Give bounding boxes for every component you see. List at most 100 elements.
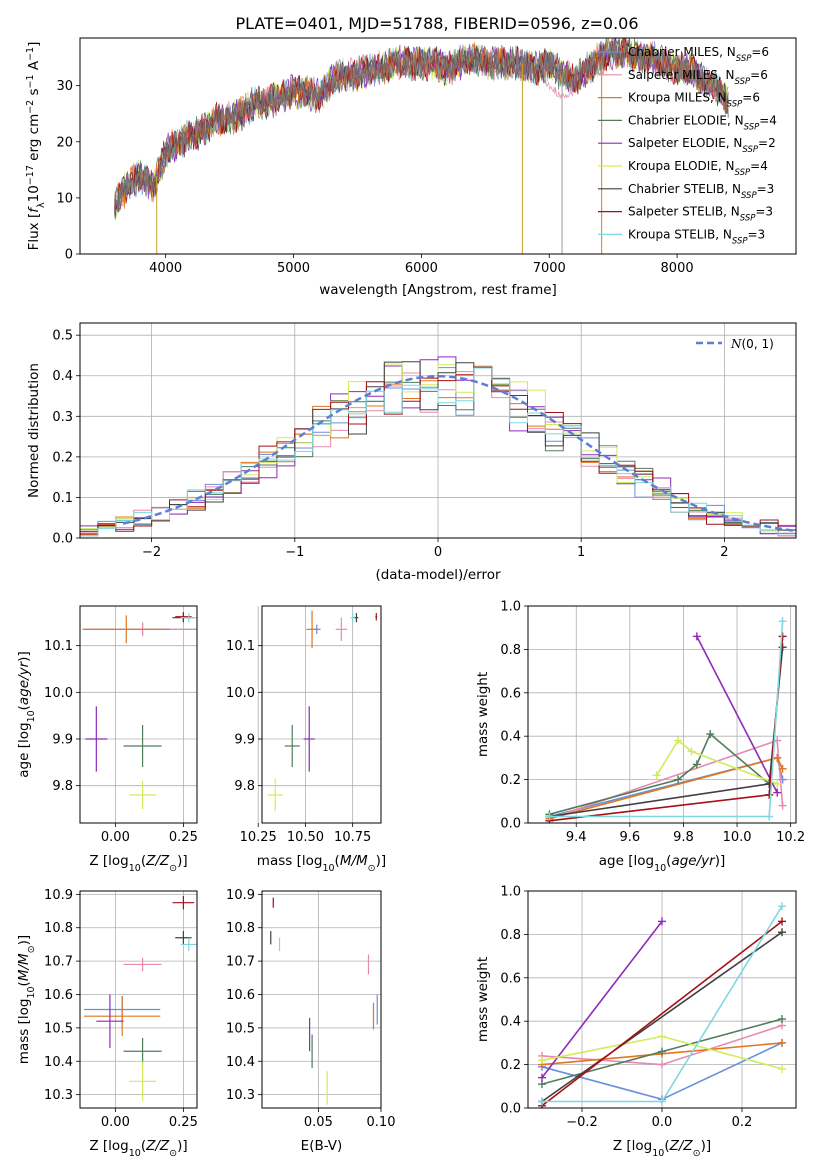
y-tick-label: 0.8 [500, 643, 521, 658]
y-tick-label: 10.0 [226, 686, 255, 701]
y-tick-label: 10.8 [226, 921, 255, 936]
x-tick-label: 0.0 [652, 1115, 673, 1130]
legend-entry: Salpeter STELIB, NSSP=3 [628, 205, 773, 224]
x-tick-label: 0.00 [101, 1115, 130, 1130]
y-tick-label: 0.2 [500, 773, 521, 788]
x-tick-label: 9.6 [619, 830, 640, 845]
axes-frame [79, 890, 198, 1109]
errorbar-point-salpeter-elodie [96, 994, 124, 1048]
y-tick-label: 0.6 [500, 971, 521, 986]
errorbar-point-chabrier-elodie [284, 725, 300, 767]
x-axis-label: Z [log10(Z/Z⊙)] [89, 853, 187, 874]
x-tick-label: −0.2 [566, 1115, 598, 1130]
x-tick-label: 6000 [405, 261, 438, 276]
figure-title: PLATE=0401, MJD=51788, FIBERID=0596, z=0… [235, 14, 638, 33]
x-tick-label: 0.25 [169, 830, 198, 845]
x-tick-label: −1 [285, 545, 304, 560]
age-vs-mass-axes: 10.25 10.50 10.75 9.8 9.9 10.0 10.1 mass [log10… [226, 605, 386, 874]
legend-entry: Chabrier MILES, NSSP=6 [628, 45, 769, 64]
x-tick-label: 4000 [149, 261, 182, 276]
y-tick-label: 10.1 [44, 639, 73, 654]
weight-vs-age-axes: 9.4 9.6 9.8 10.0 10.2 0.0 0.2 0.4 0.6 0.8 1.0 age [… [475, 600, 805, 874]
y-axis-label: mass weight [475, 957, 491, 1042]
y-tick-label: 10.9 [226, 888, 255, 903]
y-tick-label: 10.8 [44, 921, 73, 936]
axes-frame [261, 890, 382, 1109]
errorbar-point-salpeter-miles [123, 957, 162, 972]
y-tick-label: 10.4 [226, 1055, 255, 1070]
x-tick-label: 8000 [661, 261, 694, 276]
weight-series-salpeter-elodie [692, 632, 782, 797]
mass-vs-extinction-axes: 0.05 0.10 10.3 10.4 10.5 10.6 10.7 10.8 10.9 E(B-… [226, 888, 395, 1154]
x-tick-label: 9.4 [566, 830, 587, 845]
legend-entry: Kroupa MILES, NSSP=6 [628, 91, 760, 110]
grid-lines [262, 891, 382, 1108]
x-tick-label: 0.25 [169, 1115, 198, 1130]
y-tick-label: 10.7 [44, 955, 73, 970]
spectrum-legend: Chabrier MILES, NSSP=6 Salpeter MILES, NS… [598, 45, 777, 246]
x-tick-label: 9.8 [673, 830, 694, 845]
y-tick-label: 10.0 [44, 686, 73, 701]
y-axis-label: age [log10(age/yr)] [16, 651, 37, 777]
x-tick-label: 0 [434, 545, 442, 560]
x-axis-label: mass [log10(M/M⊙)] [257, 853, 386, 874]
x-tick-label: 10.25 [240, 830, 277, 845]
weight-series-kroupa-stelib [545, 617, 787, 821]
y-tick-label: 10.9 [44, 888, 73, 903]
axes-frame [79, 322, 797, 539]
errorbar-point-kroupa-stelib [180, 937, 197, 952]
normal-reference-curve [122, 374, 796, 533]
axes-frame [527, 890, 797, 1109]
plot-area [267, 610, 378, 812]
x-tick-label: 10.50 [287, 830, 324, 845]
y-tick-label: 0.4 [500, 730, 521, 745]
weight-series-kroupa-stelib [538, 902, 786, 1106]
plot-area [80, 356, 796, 538]
x-tick-label: 0.00 [101, 830, 130, 845]
errorbar-point-salpeter-stelib [375, 613, 378, 621]
errorbar-point-kroupa-stelib [350, 613, 355, 623]
legend-entry: Chabrier STELIB, NSSP=3 [628, 182, 774, 201]
weight-series-chabrier-elodie [545, 730, 774, 819]
y-tick-label: 9.8 [234, 779, 255, 794]
y-tick-label: 10.1 [226, 639, 255, 654]
x-tick-label: 10.0 [723, 830, 752, 845]
x-axis-label: Z [log10(Z/Z⊙)] [613, 1138, 711, 1159]
y-tick-label: 10.3 [226, 1088, 255, 1103]
spectrum-axes: 4000 5000 6000 7000 8000 0 10 20 30 wavelength [A… [25, 37, 797, 298]
age-vs-metallicity-axes: 0.00 0.25 9.8 9.9 10.0 10.1 Z [log10(Z/Z⊙)] age… [16, 605, 198, 874]
errorbar-point-kroupa-miles [306, 610, 318, 648]
y-axis-label: mass [log10(M/M⊙)] [16, 935, 37, 1064]
plot-area [82, 612, 197, 809]
errorbar-point-salpeter-miles [335, 617, 347, 641]
weight-series-chabrier-stelib [545, 643, 787, 821]
y-tick-label: 0.0 [500, 817, 521, 832]
axes-frame [261, 605, 382, 824]
axes-frame [527, 605, 797, 824]
x-tick-label: 10.75 [334, 830, 371, 845]
x-axis-label: wavelength [Angstrom, rest frame] [319, 282, 557, 298]
errorbar-point-kroupa-miles [84, 996, 161, 1037]
weight-series-kroupa-elodie [652, 736, 782, 788]
residuals-axes: −2 −1 0 1 2 0.0 0.1 0.2 0.3 0.4 0.5 N(0, 1) (data-mo… [26, 322, 797, 583]
y-tick-label: 20 [56, 135, 73, 150]
weight-vs-metallicity-axes: −0.2 0.0 0.2 0.0 0.2 0.4 0.6 0.8 1.0 Z [log10(Z/Z… [475, 885, 797, 1159]
y-tick-label: 0.2 [500, 1058, 521, 1073]
grid-lines [80, 891, 197, 1108]
y-axis-label: Flux [fλ10−17 erg cm−2 s−1 A−1] [25, 42, 47, 251]
y-tick-label: 10.5 [226, 1021, 255, 1036]
y-tick-label: 10.4 [44, 1055, 73, 1070]
y-tick-label: 0.2 [52, 450, 73, 465]
errorbar-point-kroupa-elodie [267, 778, 283, 812]
plot-area [270, 897, 378, 1105]
y-tick-label: 0.4 [52, 369, 73, 384]
y-tick-label: 9.9 [234, 733, 255, 748]
weight-series-salpeter-stelib [545, 632, 787, 823]
weight-series-salpeter-miles [538, 1021, 786, 1069]
x-tick-label: 1 [577, 545, 585, 560]
plot-area [545, 617, 787, 823]
y-tick-label: 0.4 [500, 1015, 521, 1030]
y-tick-label: 10 [56, 191, 73, 206]
histogram-kroupa-stelib [80, 367, 796, 538]
y-tick-label: 10.7 [226, 955, 255, 970]
